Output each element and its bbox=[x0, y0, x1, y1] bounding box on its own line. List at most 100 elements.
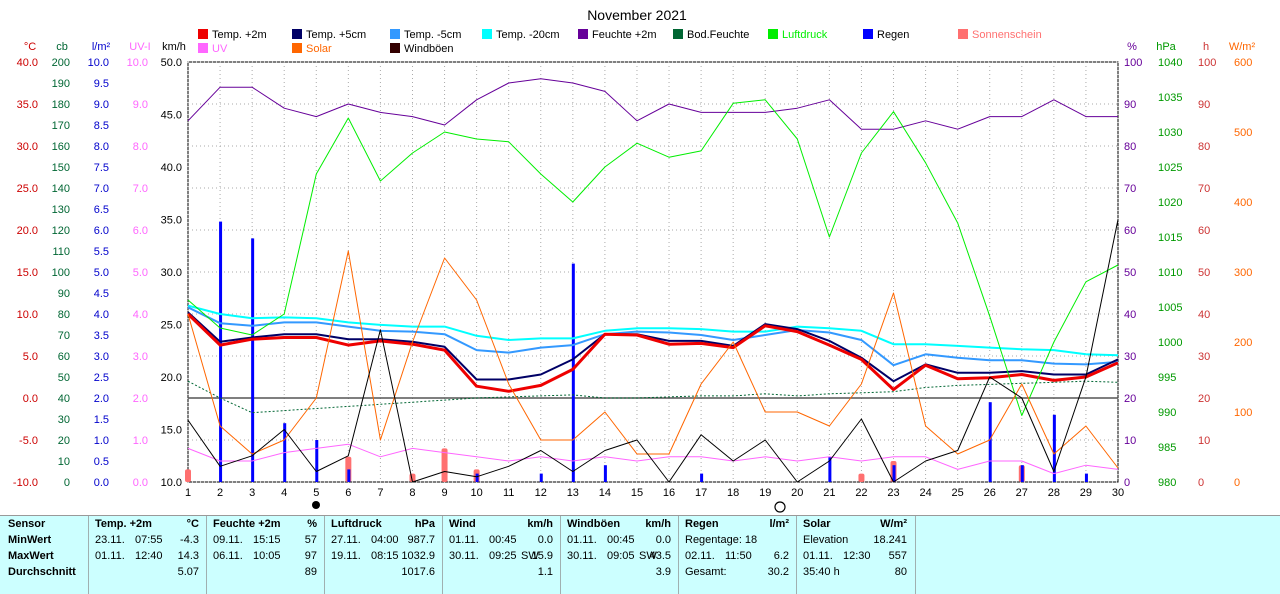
section-regen: Regen l/m² Regentage: 18 02.11. 11:50 6.… bbox=[678, 516, 797, 594]
x-tick-label: 10 bbox=[470, 487, 482, 499]
rain-bar bbox=[1052, 414, 1056, 482]
axis-label-left: l/m² bbox=[92, 41, 111, 53]
rain-bar bbox=[1084, 473, 1088, 482]
legend-label: Temp. +5cm bbox=[306, 29, 366, 41]
rain-bar bbox=[571, 263, 575, 482]
x-tick-label: 7 bbox=[377, 487, 383, 499]
axis-tick-right: 10 bbox=[1198, 435, 1210, 447]
axis-tick-right: 20 bbox=[1124, 393, 1136, 405]
feuchte-avg: 89 bbox=[304, 566, 317, 578]
wind-max-dir: SW bbox=[521, 550, 539, 562]
axis-tick-right: 40 bbox=[1124, 309, 1136, 321]
legend-swatch bbox=[198, 43, 208, 53]
luftdruck-max-val: 1032.9 bbox=[401, 550, 435, 562]
series-line bbox=[187, 311, 1119, 383]
legend-label: Sonnenschein bbox=[972, 29, 1042, 41]
temp-min-val: -4.3 bbox=[180, 534, 199, 546]
x-tick-label: 24 bbox=[919, 487, 931, 499]
windboeen-min-date: 01.11. bbox=[567, 534, 597, 546]
luftdruck-max-date: 19.11. bbox=[331, 550, 361, 562]
legend-swatch bbox=[292, 43, 302, 53]
sunshine-bar bbox=[441, 448, 448, 482]
legend-label: Luftdruck bbox=[782, 29, 828, 41]
solar-max-time: 12:30 bbox=[843, 550, 871, 562]
x-tick-label: 25 bbox=[952, 487, 964, 499]
axis-tick-left: 2.0 bbox=[133, 393, 148, 405]
axis-tick-left: 0.0 bbox=[23, 393, 38, 405]
axis-label-right: W/m² bbox=[1229, 41, 1256, 53]
axis-tick-left: 7.5 bbox=[94, 162, 109, 174]
legend-swatch bbox=[390, 29, 400, 39]
sunshine-bar bbox=[858, 473, 865, 482]
feuchte-min-val: 57 bbox=[304, 534, 317, 546]
windboeen-min-val: 0.0 bbox=[655, 534, 671, 546]
axis-tick-left: 35.0 bbox=[17, 99, 38, 111]
axis-tick-right: 90 bbox=[1198, 99, 1210, 111]
rain-bar bbox=[603, 465, 607, 482]
x-tick-label: 9 bbox=[441, 487, 447, 499]
axis-tick-left: 40 bbox=[58, 393, 70, 405]
axis-tick-right: 1025 bbox=[1158, 162, 1182, 174]
rain-bar bbox=[475, 473, 479, 482]
axis-tick-left: 50.0 bbox=[161, 57, 182, 69]
series-line bbox=[187, 304, 1119, 357]
axis-tick-left: 8.0 bbox=[133, 141, 148, 153]
section-temp: Temp. +2m °C 23.11. 07:55 -4.3 01.11. 12… bbox=[88, 516, 207, 594]
chart-title: November 2021 bbox=[587, 7, 687, 23]
axis-tick-left: 15.0 bbox=[161, 425, 182, 437]
x-tick-label: 12 bbox=[535, 487, 547, 499]
axis-tick-left: 0.5 bbox=[94, 456, 109, 468]
x-tick-label: 27 bbox=[1016, 487, 1028, 499]
axis-tick-left: 90 bbox=[58, 288, 70, 300]
axis-tick-left: 3.0 bbox=[133, 351, 148, 363]
axis-tick-left: 4.5 bbox=[94, 288, 109, 300]
axis-tick-left: -10.0 bbox=[13, 477, 38, 489]
axis-tick-left: 10.0 bbox=[17, 309, 38, 321]
temp-max-date: 01.11. bbox=[95, 550, 125, 562]
sunshine-bar bbox=[185, 469, 191, 482]
axis-tick-right: 30 bbox=[1124, 351, 1136, 363]
feuchte-unit: % bbox=[307, 518, 317, 530]
rain-bar bbox=[251, 238, 255, 482]
axis-label-right: % bbox=[1127, 41, 1137, 53]
axis-label-left: °C bbox=[24, 41, 36, 53]
axis-tick-left: 130 bbox=[52, 204, 70, 216]
axis-tick-right: 990 bbox=[1158, 407, 1176, 419]
axis-tick-right: 985 bbox=[1158, 442, 1176, 454]
axis-tick-left: 4.0 bbox=[133, 309, 148, 321]
axis-tick-right: 980 bbox=[1158, 477, 1176, 489]
section-solar: Solar W/m² Elevation 18.241 01.11. 12:30… bbox=[796, 516, 916, 594]
axis-label-right: h bbox=[1203, 41, 1209, 53]
section-windboeen: Windböen km/h 01.11. 00:45 0.0 30.11. 09… bbox=[560, 516, 679, 594]
axis-tick-left: 25.0 bbox=[161, 320, 182, 332]
axis-tick-left: 9.0 bbox=[94, 99, 109, 111]
axis-tick-left: -5.0 bbox=[19, 435, 38, 447]
temp-min-date: 23.11. bbox=[95, 534, 125, 546]
axis-tick-right: 1005 bbox=[1158, 302, 1182, 314]
axis-tick-right: 1010 bbox=[1158, 267, 1182, 279]
axis-tick-right: 80 bbox=[1198, 141, 1210, 153]
axis-tick-left: 2.5 bbox=[94, 372, 109, 384]
axis-tick-left: 45.0 bbox=[161, 110, 182, 122]
wind-unit: km/h bbox=[527, 518, 553, 530]
axis-tick-right: 20 bbox=[1198, 393, 1210, 405]
legend-label: Bod.Feuchte bbox=[687, 29, 749, 41]
axis-tick-right: 0 bbox=[1124, 477, 1130, 489]
wind-max-date: 30.11. bbox=[449, 550, 479, 562]
x-tick-label: 3 bbox=[249, 487, 255, 499]
axis-tick-right: 995 bbox=[1158, 372, 1176, 384]
axis-tick-right: 1040 bbox=[1158, 57, 1182, 69]
axis-tick-left: 10 bbox=[58, 456, 70, 468]
feuchte-max-val: 97 bbox=[304, 550, 317, 562]
grid bbox=[187, 61, 1119, 483]
legend-swatch bbox=[673, 29, 683, 39]
axis-tick-right: 1015 bbox=[1158, 232, 1182, 244]
axis-tick-left: 0.0 bbox=[133, 477, 148, 489]
axis-tick-right: 60 bbox=[1198, 225, 1210, 237]
solar-head: Solar bbox=[803, 518, 831, 530]
legend-swatch bbox=[482, 29, 492, 39]
rain-bar bbox=[892, 465, 896, 482]
rain-bar bbox=[539, 473, 543, 482]
series-line bbox=[187, 306, 1119, 367]
axis-tick-left: 8.0 bbox=[94, 141, 109, 153]
